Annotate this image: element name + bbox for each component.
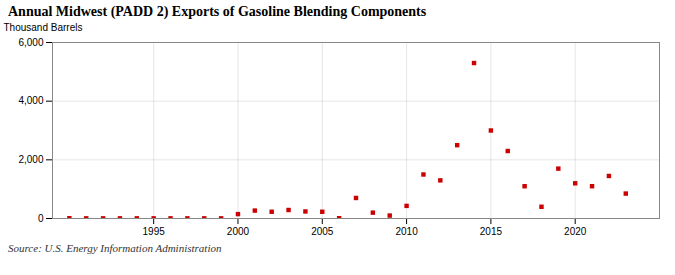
- svg-text:2000: 2000: [227, 226, 250, 237]
- html-text:Annual Midwest (PADD 2) Export: Annual Midwest (PADD 2) Exports of Gasol…: [8, 4, 427, 19]
- svg-text:6,000: 6,000: [18, 37, 43, 48]
- svg-text:2,000: 2,000: [18, 154, 43, 165]
- svg-text:4,000: 4,000: [18, 95, 43, 106]
- svg-text:1995: 1995: [143, 226, 166, 237]
- html-text:Source: U.S. Energy Informatio: Source: U.S. Energy Information Administ…: [8, 242, 222, 254]
- svg-text:2010: 2010: [395, 226, 418, 237]
- svg-text:2020: 2020: [564, 226, 587, 237]
- svg-text:0: 0: [38, 213, 44, 224]
- svg-text:2015: 2015: [480, 226, 503, 237]
- svg-text:Thousand Barrels: Thousand Barrels: [4, 22, 83, 33]
- svg-text:2005: 2005: [311, 226, 334, 237]
